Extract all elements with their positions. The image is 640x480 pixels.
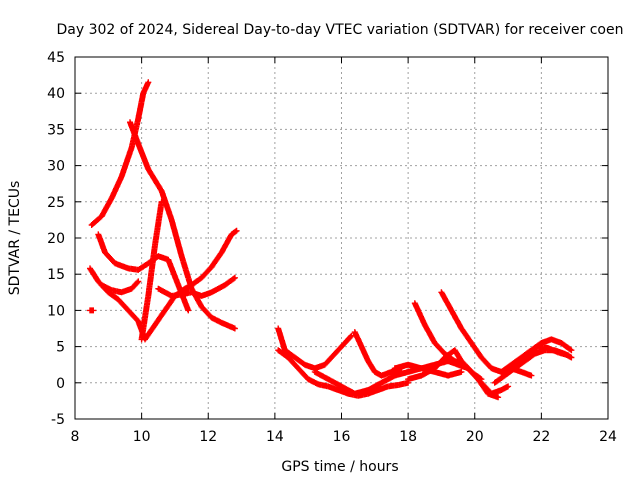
axis-ticks: 8 10 12 14 16 18 20 22 24 -5 0 5 10 15 20 25 30 35 40 45 (47, 50, 617, 445)
y-tick-label: 45 (47, 50, 65, 66)
series-track-8 (178, 227, 240, 296)
data-points (138, 198, 165, 343)
series-track-17 (405, 347, 485, 383)
x-axis-label: GPS time / hours (281, 459, 398, 475)
series-track-11 (275, 347, 412, 399)
x-tick-label: 16 (333, 429, 351, 445)
data-points (311, 365, 465, 397)
data-points (178, 227, 240, 296)
x-tick-label: 14 (266, 429, 284, 445)
series-track-12 (351, 329, 405, 379)
y-tick-label: -5 (51, 412, 65, 428)
y-tick-label: 15 (47, 267, 65, 283)
series-track-13 (311, 365, 465, 397)
x-tick-label: 8 (71, 429, 80, 445)
y-tick-label: 0 (56, 376, 65, 392)
data-points (98, 278, 142, 296)
series-track-10 (275, 325, 355, 372)
data-points (405, 347, 485, 383)
y-tick-label: 10 (47, 303, 65, 319)
series-track-9 (87, 307, 97, 314)
y-axis-label: SDTVAR / TECUs (7, 181, 23, 296)
x-tick-label: 18 (399, 429, 417, 445)
y-tick-label: 5 (56, 340, 65, 356)
y-tick-label: 20 (47, 231, 65, 247)
x-tick-label: 12 (199, 429, 217, 445)
y-tick-label: 25 (47, 195, 65, 211)
data-points (275, 347, 412, 399)
chart-title: Day 302 of 2024, Sidereal Day-to-day VTE… (57, 22, 624, 38)
y-tick-label: 35 (47, 122, 65, 138)
series-track-5 (98, 278, 142, 296)
x-tick-label: 10 (133, 429, 151, 445)
grid-lines (75, 57, 608, 419)
y-tick-label: 30 (47, 159, 65, 175)
data-points (351, 329, 405, 379)
data-points (87, 307, 97, 314)
data-points (275, 325, 355, 372)
series-track-7 (155, 274, 238, 299)
data-points (155, 274, 238, 299)
series-track-6 (138, 198, 165, 343)
x-tick-label: 24 (599, 429, 617, 445)
series-track-20 (505, 343, 571, 372)
x-tick-label: 22 (532, 429, 550, 445)
y-tick-label: 40 (47, 86, 65, 102)
data-markers (87, 79, 575, 401)
x-tick-label: 20 (466, 429, 484, 445)
data-points (505, 343, 571, 372)
